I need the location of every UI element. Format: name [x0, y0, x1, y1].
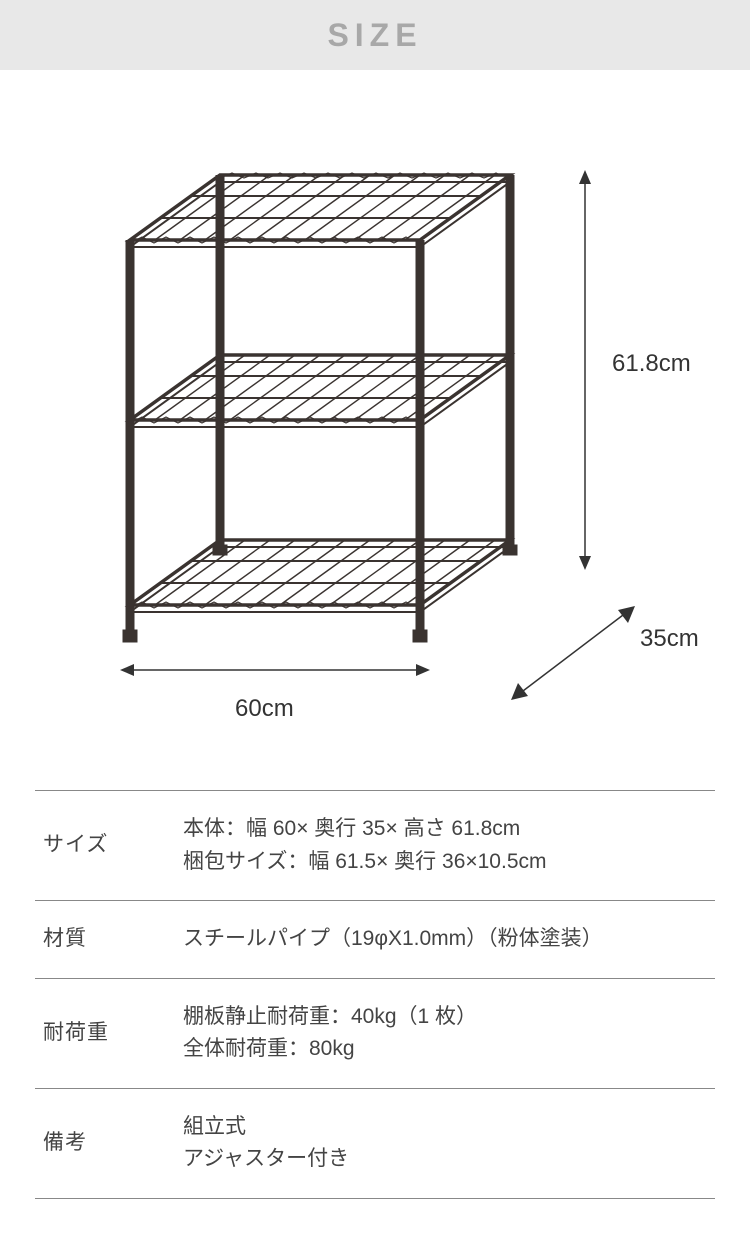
- height-dimension-arrow: [570, 170, 600, 570]
- spec-value-line: スチールパイプ（19φX1.0mm）（粉体塗装）: [183, 927, 603, 950]
- spec-value-line: アジャスター付き: [183, 1147, 349, 1170]
- diagram-area: 61.8cm 35cm 60cm: [0, 70, 750, 750]
- spec-label: サイズ: [35, 791, 175, 901]
- spec-value: 本体：幅 60× 奥行 35× 高さ 61.8cm 梱包サイズ：幅 61.5× …: [175, 791, 715, 901]
- spec-label: 耐荷重: [35, 978, 175, 1088]
- table-row: 耐荷重 棚板静止耐荷重：40kg（1 枚） 全体耐荷重：80kg: [35, 978, 715, 1088]
- spec-label: 備考: [35, 1088, 175, 1198]
- spec-value-line: 梱包サイズ：幅 61.5× 奥行 36×10.5cm: [183, 850, 547, 873]
- height-label: 61.8cm: [612, 350, 691, 378]
- spec-value-line: 全体耐荷重：80kg: [183, 1037, 355, 1060]
- table-row: 備考 組立式 アジャスター付き: [35, 1088, 715, 1198]
- spec-value: 棚板静止耐荷重：40kg（1 枚） 全体耐荷重：80kg: [175, 978, 715, 1088]
- table-row: サイズ 本体：幅 60× 奥行 35× 高さ 61.8cm 梱包サイズ：幅 61…: [35, 791, 715, 901]
- spec-value: 組立式 アジャスター付き: [175, 1088, 715, 1198]
- depth-dimension-arrow: [505, 600, 645, 710]
- product-illustration: [100, 165, 530, 655]
- table-row: 材質 スチールパイプ（19φX1.0mm）（粉体塗装）: [35, 901, 715, 979]
- spec-value: スチールパイプ（19φX1.0mm）（粉体塗装）: [175, 901, 715, 979]
- width-dimension-arrow: [120, 655, 430, 685]
- spec-value-line: 棚板静止耐荷重：40kg（1 枚）: [183, 1005, 477, 1028]
- width-label: 60cm: [235, 695, 294, 723]
- spec-table: サイズ 本体：幅 60× 奥行 35× 高さ 61.8cm 梱包サイズ：幅 61…: [35, 790, 715, 1199]
- depth-label: 35cm: [640, 625, 699, 653]
- header-bar: SIZE: [0, 0, 750, 70]
- header-title: SIZE: [327, 17, 422, 54]
- spec-label: 材質: [35, 901, 175, 979]
- spec-value-line: 組立式: [183, 1115, 246, 1138]
- spec-value-line: 本体：幅 60× 奥行 35× 高さ 61.8cm: [183, 817, 520, 840]
